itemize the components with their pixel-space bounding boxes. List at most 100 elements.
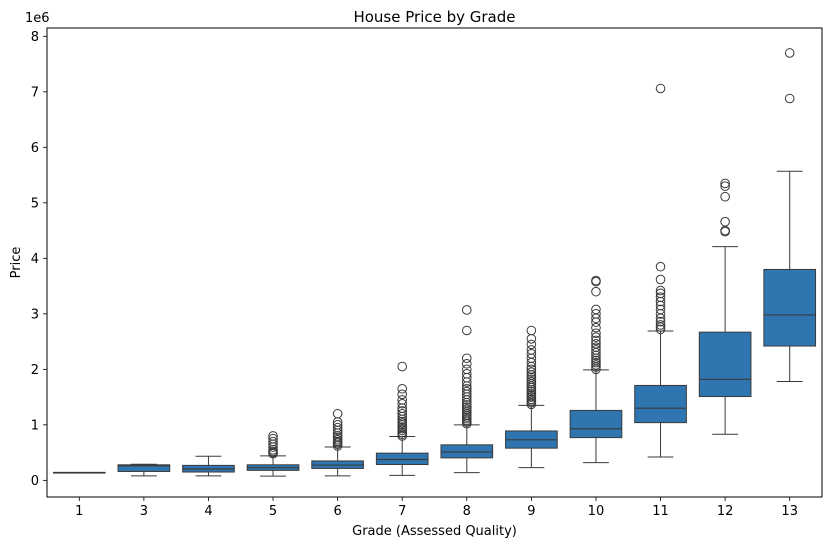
x-tick-label: 11 [652, 504, 669, 519]
outlier-point [591, 355, 601, 366]
outlier-point [397, 398, 408, 409]
box-grade-1 [52, 471, 106, 474]
outlier-point [461, 404, 472, 415]
box-grade-12 [698, 178, 752, 435]
x-tick-label: 5 [269, 504, 277, 519]
outlier-point [591, 339, 601, 349]
outlier-point [397, 422, 408, 432]
outlier-point [526, 334, 537, 344]
iqr-box [763, 268, 817, 347]
outlier-point [526, 376, 537, 387]
outlier-point [655, 292, 666, 302]
outlier-point [332, 420, 343, 430]
box-grade-11 [634, 83, 687, 458]
outlier-point [461, 400, 472, 410]
iqr-box [375, 452, 429, 466]
outlier-point [655, 316, 666, 327]
outlier-point [268, 431, 278, 441]
y-tick-label: 8 [31, 30, 39, 45]
iqr-box [634, 384, 687, 424]
outlier-point [591, 360, 601, 370]
outlier-point [461, 325, 472, 336]
x-axis-label: Grade (Assessed Quality) [352, 524, 517, 539]
outlier-point [655, 274, 666, 285]
outlier-point [268, 436, 278, 447]
x-tick-label: 1 [75, 504, 83, 519]
box-grade-10 [569, 275, 623, 464]
iqr-box [117, 464, 171, 472]
outlier-point [591, 328, 601, 339]
x-tick-label: 4 [204, 504, 212, 519]
outlier-point [397, 361, 408, 372]
outlier-point [461, 402, 472, 412]
y-tick-label: 4 [31, 252, 39, 267]
x-tick-label: 9 [527, 504, 535, 519]
x-tick-label: 8 [463, 504, 471, 519]
outlier-point [591, 345, 601, 355]
box-grade-13 [763, 48, 817, 383]
outlier-point [526, 364, 537, 375]
outlier-point [655, 320, 666, 330]
outlier-point [268, 433, 278, 444]
iqr-box [440, 444, 494, 459]
y-tick-label: 1 [31, 418, 39, 433]
outlier-point [526, 349, 537, 359]
outlier-point [720, 181, 730, 191]
outlier-point [397, 389, 408, 400]
outlier-point [461, 383, 472, 394]
outlier-point [720, 191, 730, 202]
outlier-point [655, 324, 666, 335]
y-tick-label: 3 [31, 307, 39, 322]
box-grade-3 [117, 463, 171, 477]
x-tick-label: 6 [333, 504, 341, 519]
y-tick-label: 0 [31, 474, 39, 489]
box-grade-9 [505, 325, 558, 469]
outlier-point [591, 335, 601, 346]
iqr-box [569, 409, 623, 439]
outlier-point [461, 364, 472, 375]
outlier-point [461, 358, 472, 369]
outlier-point [397, 416, 408, 427]
outlier-point [655, 261, 666, 272]
outlier-point [526, 345, 537, 355]
outlier-point [655, 304, 666, 315]
outlier-point [526, 394, 537, 405]
outlier-point [784, 48, 795, 58]
outlier-point [784, 93, 795, 104]
outlier-point [332, 422, 343, 433]
iqr-box [698, 331, 752, 398]
y-tick-label: 7 [31, 85, 39, 100]
outlier-point [397, 383, 408, 394]
outlier-point [461, 305, 472, 315]
box-grade-5 [246, 431, 300, 477]
outlier-point [461, 386, 472, 397]
outlier-point [332, 408, 343, 419]
box-grade-8 [440, 305, 494, 474]
outlier-point [526, 388, 537, 399]
y-tick-label: 6 [31, 141, 39, 156]
outlier-point [526, 339, 537, 350]
outlier-point [655, 285, 666, 296]
outlier-point [655, 288, 666, 299]
outlier-point [720, 178, 730, 189]
outlier-point [526, 367, 537, 377]
outlier-point [526, 372, 537, 382]
outlier-point [591, 286, 601, 297]
outlier-point [591, 309, 601, 319]
outlier-point [397, 427, 408, 438]
outlier-point [591, 357, 601, 368]
outlier-point [591, 304, 601, 315]
y-tick-label: 5 [31, 196, 39, 211]
outlier-point [720, 216, 730, 227]
outlier-point [655, 83, 666, 94]
x-tick-label: 10 [588, 504, 605, 519]
x-tick-label: 12 [717, 504, 734, 519]
outlier-point [591, 332, 601, 342]
box-grade-7 [375, 361, 429, 476]
outlier-point [397, 395, 408, 405]
x-tick-label: 13 [781, 504, 798, 519]
chart-title: House Price by Grade [353, 8, 515, 26]
outlier-point [526, 374, 537, 385]
